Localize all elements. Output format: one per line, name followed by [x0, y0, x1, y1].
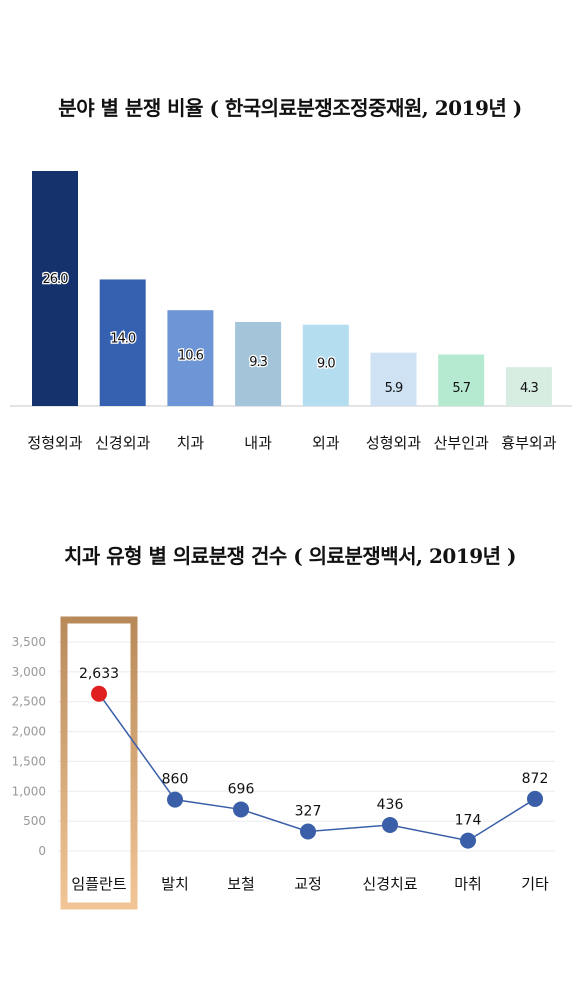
bar-value-label-7: 4.3: [520, 381, 538, 396]
bar-chart-title: 분야 별 분쟁 비율 ( 한국의료분쟁조정중재원, 2019년 ): [58, 96, 522, 120]
bar-value-label-1: 14.0: [110, 331, 136, 346]
bar-6: [438, 354, 485, 406]
x-tick-label-1: 신경외과: [95, 434, 150, 452]
y-tick-label-6: 3,000: [12, 665, 46, 679]
bar-chart: 26.0 정형외과 14.0 신경외과 10.6 치과 9.3 내과 9.0 외과 5.9 성형외과 5…: [10, 171, 572, 452]
point-value-label-6: 872: [522, 771, 549, 787]
x-tick-label-2: 보철: [227, 875, 255, 893]
point-value-label-5: 174: [455, 813, 482, 829]
bar-value-label-0: 26.0: [43, 272, 69, 287]
bar-1: [99, 279, 146, 406]
y-tick-label-5: 2,500: [12, 695, 46, 709]
y-tick-label-0: 0: [38, 844, 46, 858]
bar-value-label-6: 5.7: [452, 381, 470, 396]
x-tick-label-7: 흉부외과: [501, 434, 556, 452]
bar-3: [235, 321, 282, 406]
x-tick-label-3: 내과: [244, 434, 272, 452]
x-tick-label-6: 기타: [521, 875, 549, 893]
x-tick-label-4: 외과: [312, 434, 340, 452]
bar-value-label-4: 9.0: [317, 356, 335, 371]
bar-2: [167, 310, 214, 406]
x-tick-label-3: 교정: [294, 875, 322, 893]
highlight-frame: [60, 616, 138, 910]
bar-value-label-2: 10.6: [178, 348, 204, 363]
x-tick-label-5: 성형외과: [366, 434, 421, 452]
y-tick-label-7: 3,500: [12, 635, 46, 649]
x-tick-label-0: 정형외과: [27, 434, 82, 452]
bar-0: [32, 171, 78, 406]
x-tick-label-4: 신경치료: [362, 875, 417, 893]
x-tick-label-0: 임플란트: [71, 875, 126, 893]
data-point-6: [527, 790, 543, 807]
y-tick-label-2: 1,000: [12, 784, 46, 798]
data-point-5: [460, 832, 476, 849]
data-point-4: [382, 816, 398, 833]
point-value-label-1: 860: [162, 772, 189, 788]
line-chart-title: 치과 유형 별 의료분쟁 건수 ( 의료분쟁백서, 2019년 ): [64, 544, 516, 568]
bar-4: [302, 324, 349, 406]
bar-7: [505, 367, 552, 406]
y-tick-label-4: 2,000: [12, 725, 46, 739]
x-tick-label-1: 발치: [161, 875, 189, 893]
bar-value-label-3: 9.3: [249, 355, 267, 370]
point-value-label-2: 696: [228, 781, 255, 797]
y-tick-label-1: 500: [23, 814, 46, 828]
x-tick-label-6: 산부인과: [434, 434, 489, 452]
x-tick-label-2: 치과: [177, 434, 205, 452]
bar-5: [370, 352, 417, 406]
point-value-label-0: 2,633: [79, 666, 119, 682]
data-point-1: [167, 791, 183, 808]
point-value-label-3: 327: [295, 803, 322, 819]
point-value-label-4: 436: [377, 797, 404, 813]
data-point-3: [300, 823, 316, 840]
bar-value-label-5: 5.9: [385, 381, 403, 396]
y-tick-label-3: 1,500: [12, 754, 46, 768]
data-point-0: [91, 685, 107, 702]
x-tick-label-5: 마취: [454, 875, 482, 893]
line-chart: 0 500 1,000 1,500 2,000 2,500 3,000 3,500 2,633 임…: [12, 616, 555, 910]
data-point-2: [233, 801, 249, 818]
